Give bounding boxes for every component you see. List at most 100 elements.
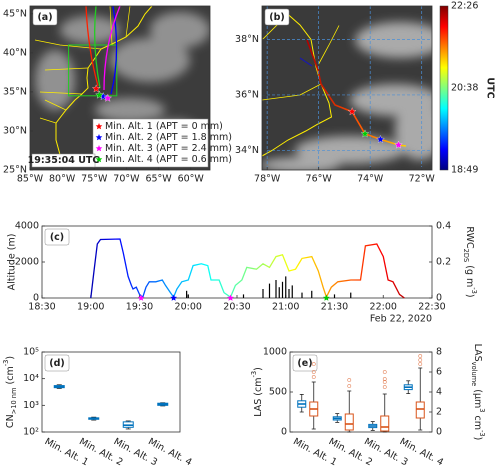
x-tick-label: 22:00 [370,302,397,313]
label-part: ) [253,367,264,371]
x-tick-label: 76°W [306,174,333,185]
date-annotation: Feb 22, 2020 [370,314,432,325]
x-tick-label: 21:00 [272,302,299,313]
label-part: ) [465,294,476,298]
min-alt-star [323,294,330,301]
x-tick-label: 20:30 [223,302,250,313]
label-part: 2DS [462,249,470,263]
panel-label-box [44,228,70,246]
y-tick-label: 2000 [15,257,39,268]
y-tick-label: 38°N [235,34,259,45]
satellite-image-a [30,6,210,170]
panel-label-box [32,8,58,26]
min-alt-star [227,294,234,301]
legend-label: Min. Alt. 4 (APT = 0.6 mm) [105,154,232,165]
x-tick-label: 80°W [49,174,76,185]
label-part: ) [5,356,16,360]
y-tick-label: 36°N [235,89,259,100]
colorbar [439,5,449,171]
x-tick-label: 18:30 [28,302,55,313]
label-part: CN [5,414,16,428]
label-part: RWC [465,226,476,249]
y-tick-label: 10³ [23,400,39,411]
legend-star [95,145,103,152]
label-part: LAS [473,344,484,362]
y-tick-label: 10² [23,427,39,438]
y-tick-label: 10⁵ [23,347,39,358]
x-tick-label: 70°W [113,174,140,185]
outlier [311,375,316,379]
x-tick-label: 74°W [357,174,384,185]
y-tick-label: 35°N [3,86,27,97]
y-tick-label: 0 [33,293,39,304]
outlier [418,362,423,366]
axis-label: Altitude (m) [7,234,18,291]
legend-star [95,134,103,141]
axis-frame [261,5,433,171]
label-part: -3 [470,287,478,294]
x-tick-label: 21:30 [321,302,348,313]
axis-label: CN>10 nm (cm-3) [2,356,18,428]
colorbar-label: UTC [485,77,496,98]
outlier [311,362,316,366]
timestamp: 19:35:04 UTC [28,155,100,166]
box [380,415,390,432]
y-tick-label: 0.2 [436,257,451,268]
y-tick-label: 4 [436,387,442,398]
altitude-line [90,238,405,299]
x-tick-label: 65°W [145,174,172,185]
y-tick-label: 40°N [3,47,27,58]
position-star [92,84,101,93]
panel-label: (d) [49,358,64,369]
box [415,401,425,419]
y-tick-label: 25°N [3,165,27,176]
y-tick-label: 6 [436,367,442,378]
x-tick-label: 75°W [81,174,108,185]
y-tick-label: 34°N [235,145,259,156]
min-alt-star [170,294,177,301]
outlier [418,354,423,358]
position-star [95,90,104,99]
outlier [382,385,387,389]
x-tick-label: 78°W [254,174,281,185]
annotation-box [31,153,96,168]
outlier [418,358,423,362]
label-part: (μm [473,386,484,408]
x-tick-label: 72°W [409,174,436,185]
label-part: LAS (cm [253,378,264,417]
legend-star [95,123,103,130]
y-tick-label: 30°N [3,125,27,136]
legend-star [95,156,103,163]
y-tick-label: 0.4 [436,221,451,232]
y-tick-label: 0 [436,427,442,438]
y-tick-label: 0 [281,427,287,438]
min-alt-star [137,294,145,301]
panel-label-box [264,8,290,26]
label-part: (cm [5,366,16,387]
outlier [382,377,387,381]
y-tick-label: 2 [436,407,442,418]
colorbar-tick-label: 20:38 [451,83,478,94]
y-tick-label: 8 [436,347,442,358]
panel-label: (c) [50,232,64,243]
y-tick-label: 10⁴ [23,373,39,384]
colorbar-tick-label: 22:26 [451,1,478,12]
legend-label: Min. Alt. 3 (APT = 2.4 mm) [105,143,232,154]
label-part: (g m [465,262,476,287]
x-tick-label: 85°W [17,174,44,185]
panel-label: (e) [297,358,312,369]
label-part: cm [473,413,484,431]
box [344,413,354,431]
satellite-image-b [262,6,432,170]
axis-frame [29,5,211,171]
legend-box [92,118,209,168]
label-part: volume [470,362,478,387]
axis-frame [41,225,433,299]
axis-label: RWC2DS (g m-3) [462,226,478,297]
outlier [311,370,316,374]
legend-label: Min. Alt. 2 (APT = 1.8 mm) [105,132,232,143]
y-tick-label: 500 [269,387,287,398]
x-tick-label: 60°W [178,174,205,185]
y-tick-label: 4000 [15,221,39,232]
